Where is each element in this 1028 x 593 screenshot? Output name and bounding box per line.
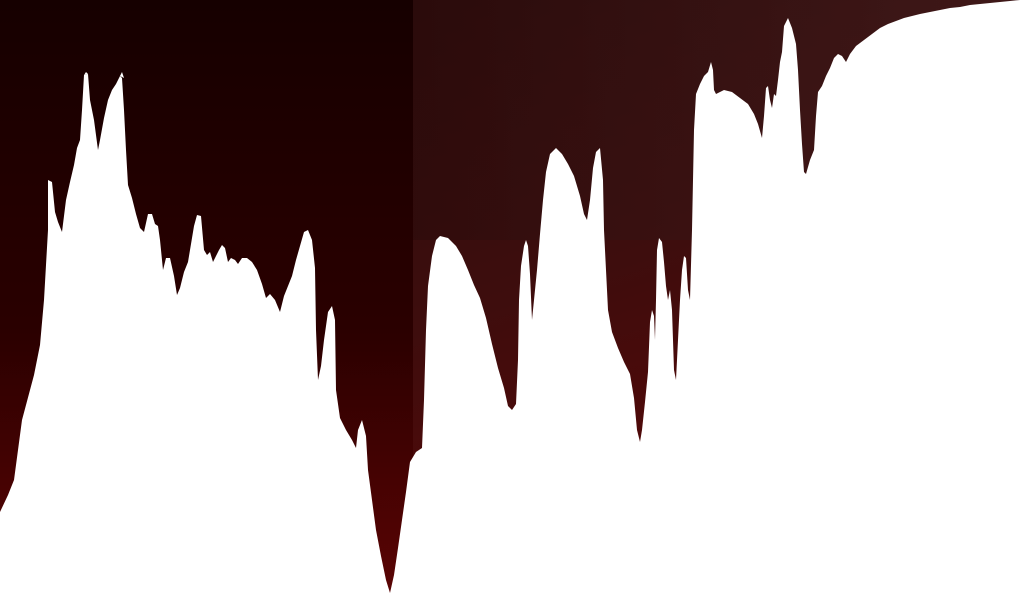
waveform-silhouette (0, 0, 1028, 593)
abstract-waveform-artwork (0, 0, 1028, 593)
artwork-canvas (0, 0, 1028, 593)
